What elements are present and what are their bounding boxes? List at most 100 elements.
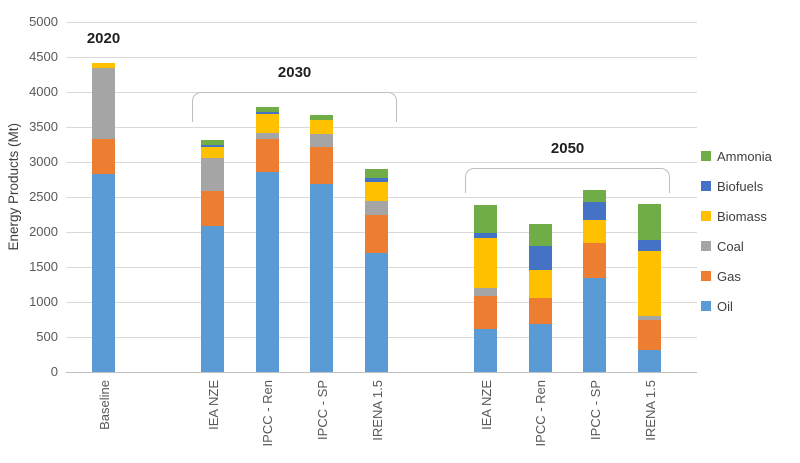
legend-swatch-oil bbox=[701, 301, 711, 311]
group-label-2050: 2050 bbox=[550, 140, 585, 157]
y-axis-tick-label: 3000 bbox=[29, 154, 58, 169]
x-axis-label: IEA NZE bbox=[478, 380, 494, 430]
bar-segment-ammonia-5 bbox=[474, 205, 498, 233]
bar-segment-biomass-7 bbox=[583, 219, 607, 244]
bar-segment-oil-4 bbox=[365, 253, 388, 372]
group-label-2030: 2030 bbox=[277, 64, 312, 81]
bar-segment-coal-1 bbox=[201, 157, 225, 192]
bar-segment-ammonia-2 bbox=[255, 107, 279, 113]
legend-swatch-ammonia bbox=[701, 151, 711, 161]
x-axis-label: IEA NZE bbox=[205, 380, 221, 430]
legend-swatch-biomass bbox=[701, 211, 711, 221]
bar-segment-gas-5 bbox=[474, 296, 498, 329]
y-axis-tick-label: 0 bbox=[50, 364, 58, 379]
bar-segment-oil-2 bbox=[255, 171, 279, 372]
bar-segment-gas-6 bbox=[528, 298, 552, 325]
gridline bbox=[66, 127, 697, 128]
bar-segment-ammonia-4 bbox=[365, 169, 388, 179]
plot-area bbox=[66, 22, 697, 373]
bar-segment-gas-4 bbox=[365, 214, 388, 253]
legend-item-biofuels: Biofuels bbox=[701, 178, 772, 194]
gridline bbox=[66, 57, 697, 58]
y-axis-tick-label: 500 bbox=[36, 329, 58, 344]
bar-segment-ammonia-6 bbox=[528, 223, 552, 247]
bar-segment-biomass-4 bbox=[365, 182, 388, 202]
bar-segment-gas-3 bbox=[310, 147, 334, 185]
bar-segment-biomass-1 bbox=[201, 147, 225, 158]
y-axis-tick-label: 1500 bbox=[29, 259, 58, 274]
bar-segment-oil-6 bbox=[528, 324, 552, 372]
x-axis-label: IRENA 1.5 bbox=[369, 380, 385, 441]
bar-segment-gas-8 bbox=[638, 320, 661, 351]
bar-segment-ammonia-8 bbox=[638, 204, 661, 240]
bar-segment-coal-4 bbox=[365, 201, 388, 215]
y-axis-tick-label: 3500 bbox=[29, 119, 58, 134]
y-axis-tick-label: 4000 bbox=[29, 84, 58, 99]
legend-swatch-coal bbox=[701, 241, 711, 251]
gridline bbox=[66, 22, 697, 23]
x-axis-label: IRENA 1.5 bbox=[642, 380, 658, 441]
legend-item-coal: Coal bbox=[701, 238, 772, 254]
group-bracket-2030 bbox=[191, 92, 398, 122]
legend-item-gas: Gas bbox=[701, 268, 772, 284]
legend-item-biomass: Biomass bbox=[701, 208, 772, 224]
bar-segment-biomass-2 bbox=[255, 113, 279, 133]
x-axis-label: IPCC - Ren bbox=[260, 380, 276, 447]
x-axis-label: Baseline bbox=[96, 380, 112, 430]
bar-segment-biofuels-8 bbox=[638, 239, 661, 252]
bar-segment-oil-0 bbox=[92, 173, 115, 372]
y-axis-tick-label: 1000 bbox=[29, 294, 58, 309]
bar-segment-coal-5 bbox=[474, 288, 498, 297]
bar-segment-biomass-3 bbox=[310, 119, 334, 134]
bar-segment-oil-1 bbox=[201, 226, 225, 372]
legend-swatch-gas bbox=[701, 271, 711, 281]
bar-segment-oil-3 bbox=[310, 184, 334, 372]
bar-segment-ammonia-1 bbox=[201, 139, 225, 145]
bar-segment-gas-2 bbox=[255, 138, 279, 172]
gridline bbox=[66, 372, 697, 373]
bar-segment-biofuels-6 bbox=[528, 246, 552, 270]
legend-item-ammonia: Ammonia bbox=[701, 148, 772, 164]
y-axis-tick-label: 2500 bbox=[29, 189, 58, 204]
bar-segment-oil-7 bbox=[583, 278, 607, 372]
bar-segment-ammonia-3 bbox=[310, 115, 334, 120]
legend-label: Coal bbox=[717, 238, 744, 254]
bar-segment-biofuels-7 bbox=[583, 201, 607, 220]
bar-segment-biomass-8 bbox=[638, 251, 661, 317]
legend-label: Biofuels bbox=[717, 178, 764, 194]
x-axis-label: IPCC - SP bbox=[314, 380, 330, 440]
y-axis-tick-label: 4500 bbox=[29, 49, 58, 64]
legend-item-oil: Oil bbox=[701, 298, 772, 314]
x-axis-label: IPCC - Ren bbox=[533, 380, 549, 447]
bar-segment-biofuels-4 bbox=[365, 178, 388, 183]
y-axis-tick-label: 5000 bbox=[29, 14, 58, 29]
x-axis-label: IPCC - SP bbox=[587, 380, 603, 440]
gridline bbox=[66, 162, 697, 163]
legend-label: Gas bbox=[717, 268, 741, 284]
bar-segment-biofuels-1 bbox=[201, 144, 225, 148]
bar-segment-coal-0 bbox=[92, 68, 115, 139]
group-label-2020: 2020 bbox=[86, 30, 121, 47]
bar-segment-gas-0 bbox=[92, 138, 115, 174]
bar-segment-biomass-6 bbox=[528, 269, 552, 299]
bar-segment-coal-3 bbox=[310, 134, 334, 148]
bar-segment-biomass-0 bbox=[92, 62, 115, 69]
bar-segment-biomass-5 bbox=[474, 238, 498, 289]
bar-segment-gas-1 bbox=[201, 191, 225, 227]
bar-segment-biofuels-5 bbox=[474, 232, 498, 239]
bar-segment-coal-8 bbox=[638, 316, 661, 321]
bar-segment-ammonia-7 bbox=[583, 190, 607, 202]
legend-label: Ammonia bbox=[717, 148, 772, 164]
y-axis-tick-label: 2000 bbox=[29, 224, 58, 239]
legend-label: Oil bbox=[717, 298, 733, 314]
bar-segment-oil-5 bbox=[474, 328, 498, 372]
bar-segment-coal-2 bbox=[255, 132, 279, 139]
group-bracket-2050 bbox=[464, 168, 671, 193]
legend-swatch-biofuels bbox=[701, 181, 711, 191]
legend-label: Biomass bbox=[717, 208, 767, 224]
bar-segment-oil-8 bbox=[638, 350, 661, 372]
legend: Ammonia Biofuels Biomass Coal Gas Oil bbox=[701, 148, 772, 330]
bar-segment-gas-7 bbox=[583, 243, 607, 279]
bar-segment-biofuels-2 bbox=[255, 112, 279, 114]
